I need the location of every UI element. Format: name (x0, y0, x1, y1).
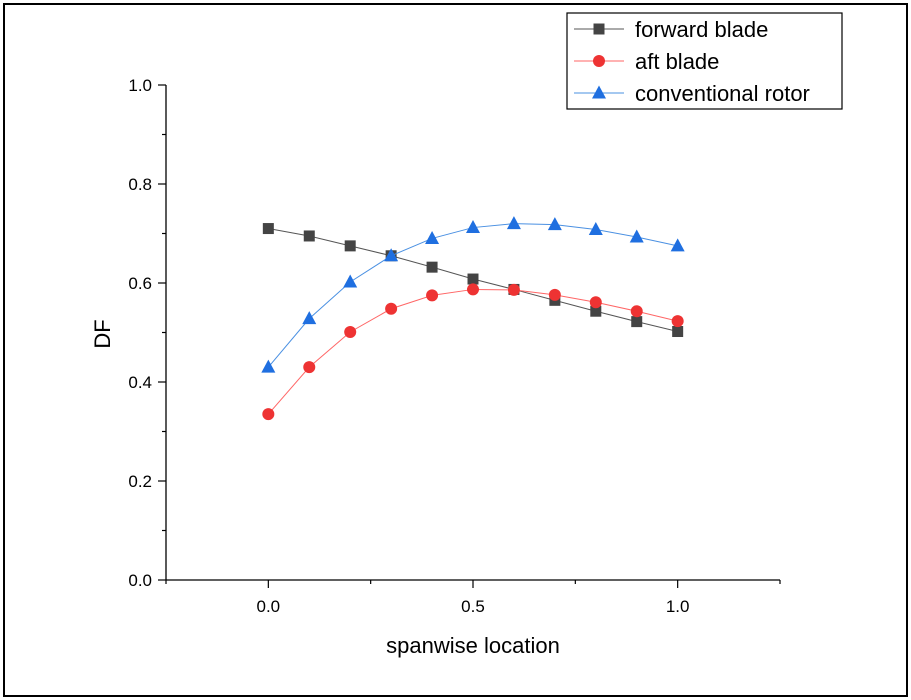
data-point (547, 217, 562, 231)
data-point (507, 283, 520, 296)
data-point (467, 283, 479, 296)
data-point (262, 223, 274, 235)
series-line (267, 288, 678, 415)
data-point (670, 238, 685, 252)
legend-label: conventional rotor (635, 81, 810, 106)
data-point (467, 273, 479, 285)
data-point (384, 248, 399, 262)
legend: forward blade aft blade conventional rotor (566, 12, 843, 110)
data-point (262, 408, 275, 421)
y-tick-label: 0.6 (128, 274, 152, 293)
data-point (590, 305, 602, 317)
y-axis-title: DF (90, 319, 115, 348)
y-tick-label: 0.2 (128, 472, 152, 491)
data-point (426, 261, 438, 273)
data-point (548, 288, 561, 301)
data-point (466, 220, 480, 234)
legend-label: forward blade (635, 17, 768, 42)
data-point (302, 311, 317, 325)
y-tick-label: 1.0 (128, 76, 152, 95)
legend-label: aft blade (635, 49, 719, 74)
data-point (385, 302, 398, 315)
x-axis-title: spanwise location (386, 633, 560, 658)
series-forward-blade (262, 223, 684, 338)
x-tick-label: 0.0 (257, 597, 281, 616)
data-point (343, 274, 358, 288)
legend-marker (592, 85, 606, 99)
y-tick-label: 0.4 (128, 373, 152, 392)
data-point (344, 240, 356, 252)
y-tick-label: 0.0 (128, 571, 152, 590)
axes: 0.0 0.2 0.4 0.6 0.8 1.0 0.0 0.5 1.0 (128, 76, 781, 616)
data-point (506, 216, 521, 230)
x-tick-label: 1.0 (666, 597, 690, 616)
data-point (630, 305, 643, 318)
data-point (629, 229, 644, 243)
data-point (303, 361, 316, 374)
data-point (671, 315, 684, 328)
chart-frame (3, 3, 908, 697)
legend-marker (593, 23, 605, 35)
data-point (589, 296, 602, 309)
data-point (303, 230, 315, 242)
series-layer (261, 216, 685, 421)
data-point (631, 316, 643, 328)
x-tick-label: 0.5 (461, 597, 485, 616)
legend-marker (593, 55, 605, 67)
data-point (672, 326, 684, 338)
series-aft-blade (262, 283, 684, 421)
data-point (426, 289, 439, 302)
series-conventional-rotor (261, 216, 685, 373)
data-point (588, 222, 603, 236)
data-point (344, 326, 357, 339)
y-tick-label: 0.8 (128, 175, 152, 194)
data-point (261, 359, 276, 373)
data-point (425, 230, 440, 244)
